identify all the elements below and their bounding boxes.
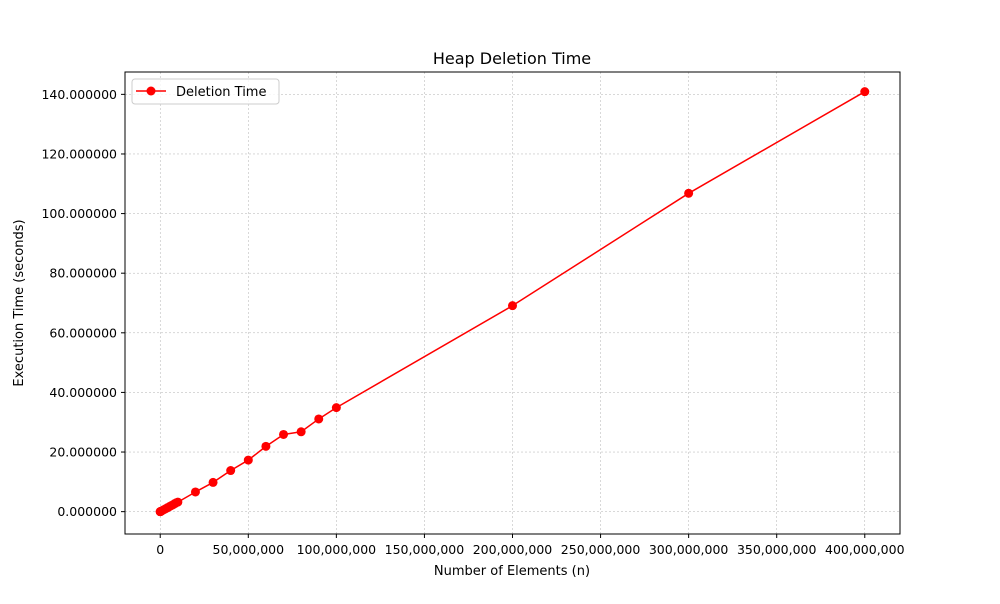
y-tick-label: 100.000000 (41, 206, 117, 221)
x-tick-label: 400,000,000 (825, 542, 905, 557)
x-tick-label: 350,000,000 (737, 542, 817, 557)
legend-label: Deletion Time (176, 85, 266, 100)
y-tick-label: 20.000000 (49, 445, 117, 460)
x-tick-label: 150,000,000 (385, 542, 465, 557)
x-tick-label: 50,000,000 (213, 542, 285, 557)
data-point (190, 487, 200, 497)
y-tick-label: 140.000000 (41, 87, 117, 102)
legend: Deletion Time (131, 78, 280, 105)
data-point (208, 477, 218, 487)
data-point (173, 497, 183, 507)
y-tick-label: 120.000000 (41, 146, 117, 161)
legend-box (131, 78, 280, 105)
x-tick-label: 250,000,000 (561, 542, 641, 557)
x-tick-label: 0 (156, 542, 164, 557)
data-point (226, 466, 236, 476)
data-point (860, 87, 870, 97)
data-point (243, 455, 253, 465)
y-axis-label: Execution Time (seconds) (12, 219, 27, 386)
y-tick-label: 0.000000 (57, 504, 117, 519)
data-point (279, 429, 289, 439)
data-point (331, 403, 341, 413)
x-tick-label: 300,000,000 (649, 542, 729, 557)
y-axis: 0.000000 20.000000 40.000000 60.000000 80.00… (41, 87, 125, 519)
x-axis-label: Number of Elements (n) (434, 564, 590, 579)
data-point (684, 188, 694, 198)
y-tick-label: 80.000000 (49, 266, 117, 281)
chart-title: Heap Deletion Time (433, 49, 591, 68)
legend-marker-swatch (146, 86, 156, 96)
x-tick-label: 200,000,000 (473, 542, 553, 557)
data-point (508, 301, 517, 311)
y-tick-label: 60.000000 (49, 325, 117, 340)
data-point (296, 427, 306, 437)
grid (125, 72, 900, 534)
series-layer (155, 87, 870, 517)
x-axis: 0 50,000,000 100,000,000 150,000,000 200,000… (156, 534, 905, 557)
data-point (314, 414, 324, 424)
x-tick-label: 100,000,000 (297, 542, 377, 557)
data-point (261, 441, 271, 451)
y-tick-label: 40.000000 (49, 385, 117, 400)
